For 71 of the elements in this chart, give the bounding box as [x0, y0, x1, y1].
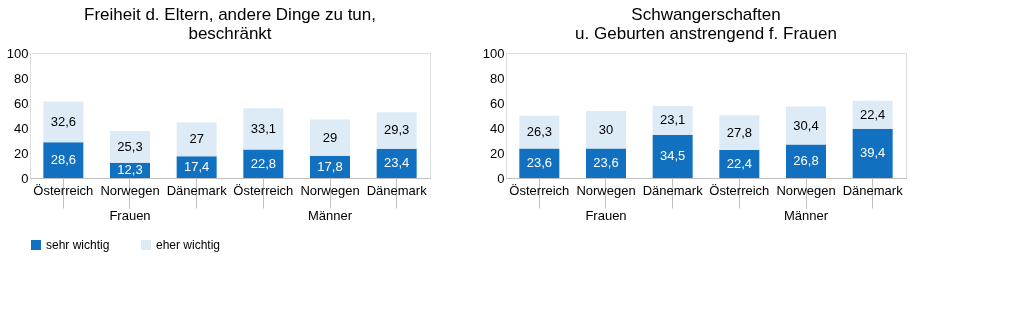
chart-title: Schwangerschaften u. Geburten anstrengend f. Frauen — [575, 5, 837, 43]
x-tick-label: Dänemark — [366, 182, 428, 198]
data-label: 22,4 — [726, 156, 752, 171]
data-label: 27,8 — [726, 124, 752, 140]
legend-label: sehr wichtig — [46, 238, 110, 252]
y-tick-label: 60 — [490, 95, 505, 111]
data-label: 23,1 — [660, 112, 686, 128]
text: Männer — [783, 208, 829, 223]
data-label: 26,3 — [526, 124, 552, 140]
x-tick-label: Norwegen — [300, 182, 360, 198]
data-label: 26,8 — [793, 153, 819, 169]
data-label: 28,6 — [50, 152, 76, 168]
bar — [176, 122, 217, 157]
data-label: 33,1 — [250, 120, 276, 136]
x-tick-label: Österreich — [233, 182, 294, 198]
bar — [652, 106, 693, 135]
text: Frauen — [109, 208, 151, 223]
data-label: 23,6 — [593, 155, 619, 171]
x-tick-label: Dänemark — [642, 182, 704, 198]
x-tick-label: Dänemark — [842, 182, 904, 198]
data-label: 12,3 — [117, 162, 143, 178]
bar — [43, 101, 84, 143]
data-label: 17,8 — [317, 158, 343, 174]
x-tick-label: Norwegen — [100, 182, 160, 198]
x-tick-label: Norwegen — [776, 182, 836, 198]
x-tick-label: Österreich — [709, 182, 770, 198]
y-tick-label: 0 — [497, 170, 505, 186]
data-label: 27 — [189, 131, 204, 147]
data-label: 25,3 — [117, 138, 143, 154]
data-label: 29 — [322, 129, 338, 145]
x-tick-label: Dänemark — [166, 182, 228, 198]
y-tick-label: 80 — [14, 70, 29, 86]
data-label: 17,4 — [184, 159, 210, 175]
data-label: 34,5 — [660, 148, 686, 164]
y-tick-label: 80 — [490, 70, 505, 86]
bar — [176, 156, 217, 178]
data-label: 22,4 — [860, 106, 886, 122]
bar — [652, 134, 693, 178]
data-label: 23,6 — [526, 155, 552, 171]
y-tick-label: 100 — [482, 45, 505, 61]
text: Männer — [307, 208, 353, 223]
bar — [310, 119, 350, 156]
bar — [43, 142, 84, 178]
bar — [519, 115, 560, 149]
y-tick-label: 40 — [14, 120, 29, 136]
x-tick-label: Österreich — [33, 182, 94, 198]
bar — [786, 106, 826, 145]
y-tick-label: 60 — [14, 95, 29, 111]
y-tick-label: 20 — [490, 145, 505, 161]
data-label: 23,4 — [384, 155, 410, 171]
data-label: 29,3 — [384, 122, 410, 138]
data-label: 22,8 — [250, 155, 276, 171]
text: Frauen — [585, 208, 627, 223]
x-tick-label: Norwegen — [576, 182, 636, 198]
legend-label: eher wichtig — [156, 238, 221, 252]
bar — [243, 108, 284, 150]
data-label: 30,4 — [793, 117, 819, 133]
y-tick-label: 40 — [490, 120, 505, 136]
data-label: 39,4 — [860, 145, 886, 161]
y-tick-label: 100 — [6, 45, 29, 61]
bar — [852, 128, 893, 178]
bar — [376, 112, 417, 149]
chart-title: Freiheit d. Eltern, andere Dinge zu tun, beschränkt — [84, 5, 376, 43]
y-tick-label: 0 — [21, 170, 29, 186]
data-label: 32,6 — [50, 113, 76, 129]
data-label: 30 — [598, 121, 614, 137]
x-tick-label: Österreich — [509, 182, 570, 198]
bar — [110, 131, 150, 163]
bar — [586, 111, 626, 149]
bar — [719, 115, 760, 150]
y-tick-label: 20 — [14, 145, 29, 161]
